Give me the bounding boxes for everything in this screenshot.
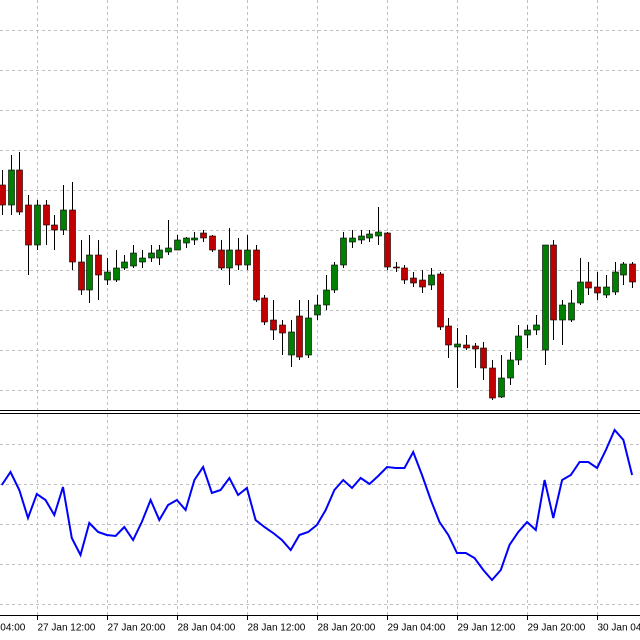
candle-body (86, 254, 93, 291)
candle-body (375, 231, 382, 237)
x-tick-label: 27 Jan 04:00 (0, 623, 26, 634)
candle-body (314, 304, 321, 316)
candle-body (445, 325, 452, 346)
candle-body (480, 347, 487, 369)
x-tick-label: 28 Jan 20:00 (318, 623, 376, 634)
candle-body (524, 329, 531, 336)
candle-body (472, 345, 479, 350)
candle-body (340, 237, 347, 266)
candle-body (25, 204, 32, 246)
candle-body (533, 324, 540, 331)
candle-body (498, 377, 505, 398)
candle-body (261, 297, 268, 323)
candle-body (568, 302, 575, 321)
indicator-line (0, 428, 634, 582)
candle-body (270, 319, 277, 331)
x-tick-label: 28 Jan 12:00 (248, 623, 306, 634)
candle-body (603, 286, 610, 296)
candle-body (60, 209, 67, 231)
candle-body (191, 237, 198, 241)
candle-body (8, 169, 15, 206)
candle-body (384, 232, 391, 268)
candle-body (16, 169, 23, 213)
candle-body (156, 249, 163, 259)
candle-body (296, 315, 303, 358)
candle-body (104, 271, 111, 281)
candle-body (121, 261, 128, 269)
candle-body (174, 239, 181, 251)
candle-body (489, 367, 496, 399)
candle-body (419, 279, 426, 288)
candle-body (183, 237, 190, 244)
candle-body (331, 264, 338, 291)
candle-body (463, 344, 470, 349)
candle-body (43, 204, 50, 226)
candle-body (209, 235, 216, 251)
candle-body (428, 274, 435, 286)
candle-body (401, 267, 408, 281)
candle-body (0, 184, 6, 206)
candle-body (235, 249, 242, 266)
candle-body (218, 249, 225, 269)
candle-body (507, 359, 514, 379)
x-tick-label: 28 Jan 04:00 (178, 623, 236, 634)
candle-body (410, 277, 417, 284)
candle-body (244, 249, 251, 266)
candle-body (594, 286, 601, 294)
candle-body (279, 324, 286, 334)
candle-body (454, 343, 461, 348)
candle-body (148, 252, 155, 259)
candle-body (349, 237, 356, 243)
candle-body (393, 266, 400, 269)
x-tick-label: 29 Jan 04:00 (388, 623, 446, 634)
candle-body (288, 331, 295, 356)
candle-body (585, 281, 592, 289)
candle-body (139, 257, 146, 263)
candle-body (78, 261, 85, 291)
candle-body (113, 267, 120, 281)
candle-body (515, 335, 522, 361)
candle-body (366, 233, 373, 239)
candle-body (612, 271, 619, 293)
candle-body (200, 232, 207, 239)
candle-body (629, 263, 636, 283)
x-tick-label: 30 Jan 04:00 (598, 623, 640, 634)
candle-body (358, 235, 365, 241)
candle-body (226, 249, 233, 269)
candle-body (95, 254, 102, 276)
candle-body (130, 252, 137, 267)
candle-body (165, 247, 172, 253)
candle-body (253, 249, 260, 301)
candle-body (34, 204, 41, 246)
candle-body (51, 224, 58, 231)
candle-body (559, 304, 566, 321)
candle-body (620, 263, 627, 276)
candle-body (577, 281, 584, 304)
x-tick-label: 27 Jan 12:00 (38, 623, 96, 634)
x-tick-label: 29 Jan 12:00 (458, 623, 516, 634)
x-tick-label: 27 Jan 20:00 (108, 623, 166, 634)
candle-body (323, 289, 330, 306)
x-tick-label: 29 Jan 20:00 (528, 623, 586, 634)
candle-body (305, 317, 312, 356)
candle-body (437, 273, 444, 328)
candle-body (542, 244, 549, 351)
candle-body (69, 209, 76, 263)
candle-body (550, 244, 557, 321)
